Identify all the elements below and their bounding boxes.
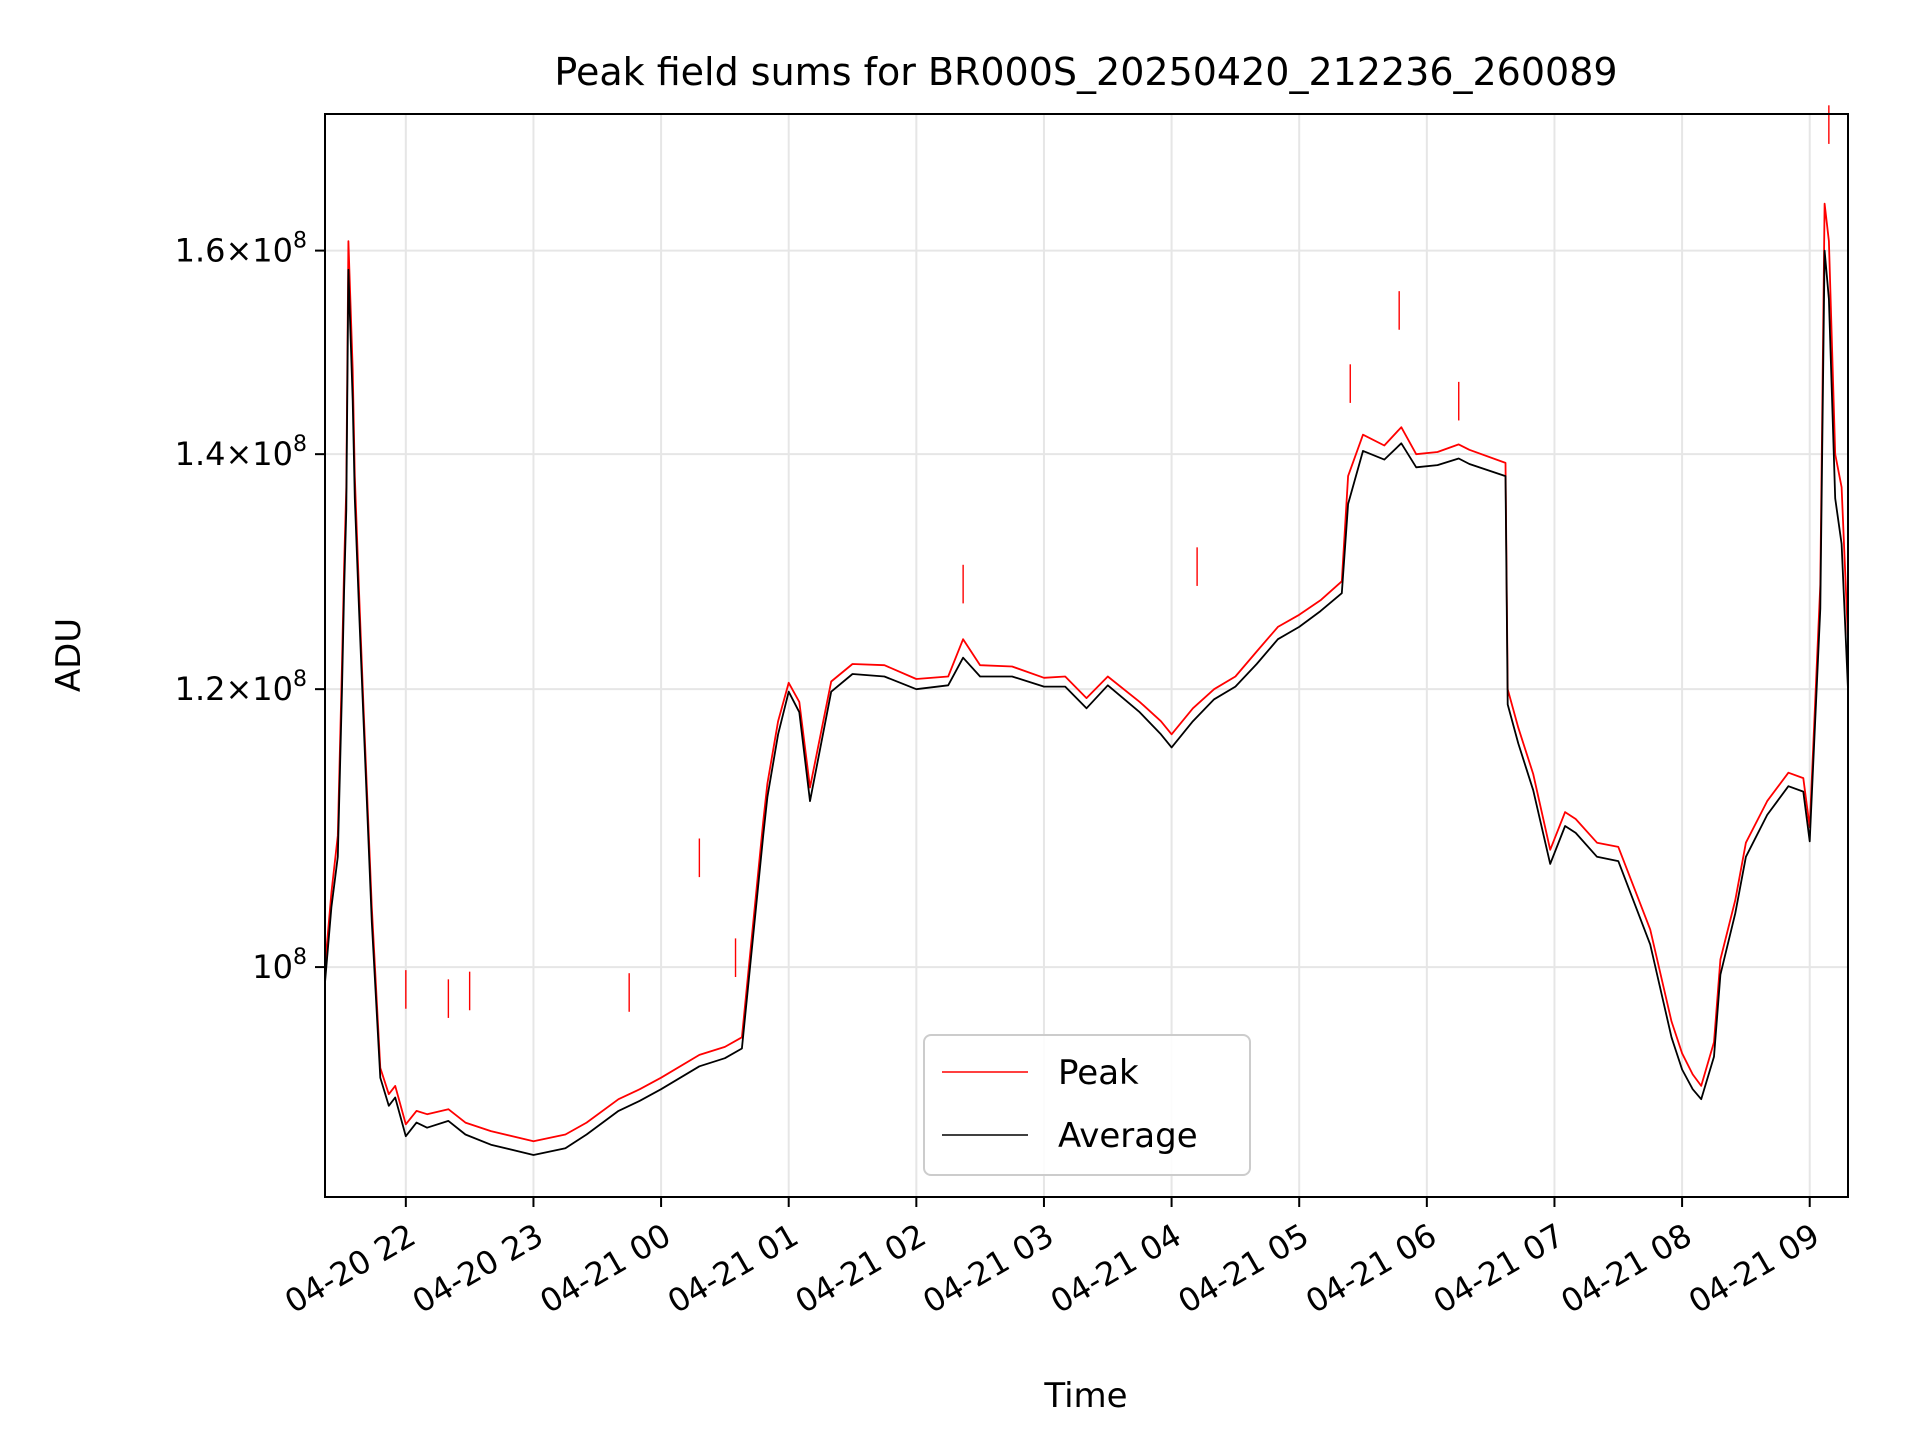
legend-label-average: Average — [1058, 1116, 1198, 1156]
legend-label-peak: Peak — [1058, 1053, 1139, 1093]
legend-box — [923, 1034, 1251, 1176]
series-layer — [324, 202, 1849, 1156]
series-line-average — [324, 249, 1849, 1156]
plot-frame — [324, 113, 1849, 1198]
grid — [325, 114, 1848, 1197]
chart-title: Peak field sums for BR000S_20250420_2122… — [554, 50, 1617, 94]
y-axis-label: ADU — [49, 618, 89, 692]
series-line-peak — [324, 202, 1849, 1143]
y-tick-label: 1.2×108 — [175, 667, 307, 708]
x-axis-label: Time — [1043, 1376, 1127, 1416]
legend: Peak Average — [923, 1034, 1251, 1176]
y-tick-label: 1.4×108 — [175, 432, 307, 473]
y-tick-label: 1.6×108 — [175, 229, 307, 270]
peak-spikes — [405, 105, 1830, 1018]
